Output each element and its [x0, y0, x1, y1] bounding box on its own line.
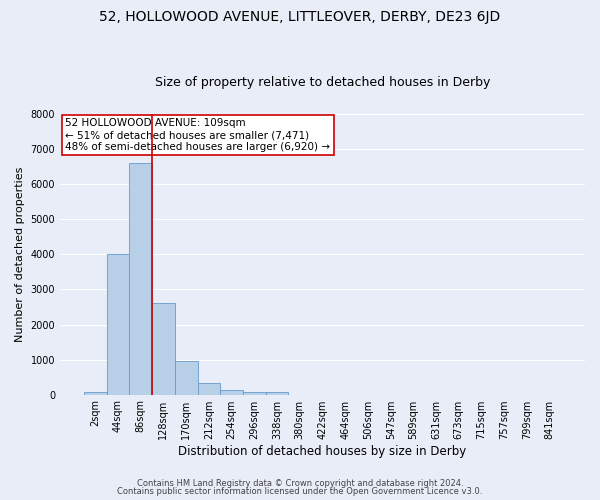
Y-axis label: Number of detached properties: Number of detached properties — [15, 166, 25, 342]
Text: Contains HM Land Registry data © Crown copyright and database right 2024.: Contains HM Land Registry data © Crown c… — [137, 478, 463, 488]
Text: 52, HOLLOWOOD AVENUE, LITTLEOVER, DERBY, DE23 6JD: 52, HOLLOWOOD AVENUE, LITTLEOVER, DERBY,… — [100, 10, 500, 24]
Text: Contains public sector information licensed under the Open Government Licence v3: Contains public sector information licen… — [118, 487, 482, 496]
Title: Size of property relative to detached houses in Derby: Size of property relative to detached ho… — [155, 76, 490, 90]
Bar — [175, 361, 197, 394]
Bar — [266, 392, 289, 394]
Bar — [130, 164, 152, 394]
Bar — [220, 390, 243, 394]
Bar — [243, 392, 266, 394]
Bar — [84, 392, 107, 394]
Text: 52 HOLLOWOOD AVENUE: 109sqm
← 51% of detached houses are smaller (7,471)
48% of : 52 HOLLOWOOD AVENUE: 109sqm ← 51% of det… — [65, 118, 330, 152]
Bar — [152, 304, 175, 394]
Bar — [107, 254, 130, 394]
Bar — [197, 384, 220, 394]
X-axis label: Distribution of detached houses by size in Derby: Distribution of detached houses by size … — [178, 444, 467, 458]
